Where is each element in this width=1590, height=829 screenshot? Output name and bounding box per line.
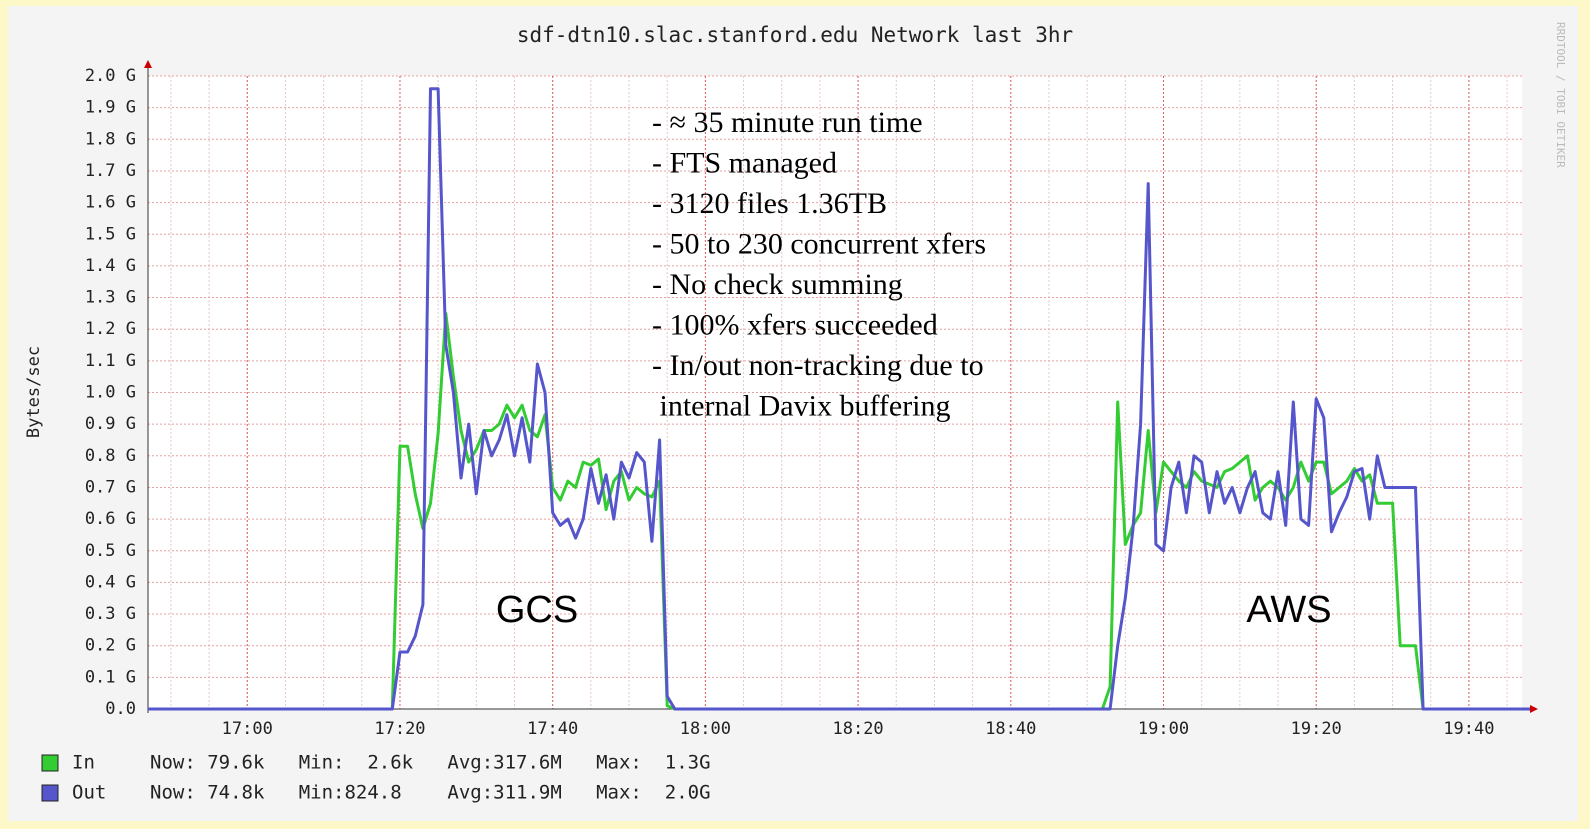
y-tick-label: 1.7 G <box>85 161 136 181</box>
x-tick-label: 17:00 <box>222 719 273 739</box>
annotation: - 100% xfers succeeded <box>652 309 938 342</box>
side-credit: RRDTOOL / TOBI OETIKER <box>1554 22 1567 168</box>
y-tick-label: 0.3 G <box>85 604 136 624</box>
y-tick-label: 1.3 G <box>85 288 136 308</box>
x-tick-label: 18:20 <box>832 719 883 739</box>
x-axis-arrow <box>1530 705 1538 713</box>
y-axis-arrow <box>144 60 152 68</box>
annotation: - 3120 files 1.36TB <box>652 187 887 220</box>
annotation: internal Davix buffering <box>652 390 951 423</box>
y-tick-label: 0.6 G <box>85 509 136 529</box>
x-tick-label: 18:40 <box>985 719 1036 739</box>
legend-swatch <box>41 754 59 772</box>
x-tick-label: 19:20 <box>1291 719 1342 739</box>
y-tick-label: 0.1 G <box>85 667 136 687</box>
x-tick-label: 17:40 <box>527 719 578 739</box>
region-label: GCS <box>496 589 578 631</box>
y-tick-label: 0.8 G <box>85 446 136 466</box>
y-tick-label: 1.6 G <box>85 193 136 213</box>
legend-label: In <box>72 752 95 774</box>
legend-stats: Now: 79.6k Min: 2.6k Avg:317.6M Max: 1.3… <box>150 752 711 774</box>
y-tick-label: 1.1 G <box>85 351 136 371</box>
chart-title: sdf-dtn10.slac.stanford.edu Network last… <box>517 23 1073 47</box>
series-line <box>148 87 1530 711</box>
x-tick-label: 18:00 <box>680 719 731 739</box>
y-tick-label: 0.9 G <box>85 414 136 434</box>
y-tick-label: 0.4 G <box>85 572 136 592</box>
x-tick-label: 19:40 <box>1443 719 1494 739</box>
legend-swatch <box>41 784 59 802</box>
y-tick-label: 1.0 G <box>85 383 136 403</box>
y-tick-label: 1.9 G <box>85 98 136 118</box>
legend-stats: Now: 74.8k Min:824.8 Avg:311.9M Max: 2.0… <box>150 782 711 804</box>
legend-label: Out <box>72 782 106 804</box>
y-tick-label: 0.7 G <box>85 477 136 497</box>
y-tick-label: 1.2 G <box>85 319 136 339</box>
annotation: - ≈ 35 minute run time <box>652 106 923 139</box>
x-tick-label: 17:20 <box>374 719 425 739</box>
region-label: AWS <box>1246 589 1331 631</box>
y-tick-label: 0.5 G <box>85 541 136 561</box>
x-tick-label: 19:00 <box>1138 719 1189 739</box>
y-tick-label: 0.0 <box>105 699 136 719</box>
y-tick-label: 1.4 G <box>85 256 136 276</box>
y-tick-label: 1.5 G <box>85 224 136 244</box>
annotation: - 50 to 230 concurrent xfers <box>652 228 986 261</box>
y-tick-label: 2.0 G <box>85 66 136 86</box>
annotation: - No check summing <box>652 268 903 301</box>
annotation: - In/out non-tracking due to <box>652 349 984 382</box>
y-axis-label: Bytes/sec <box>24 346 44 438</box>
y-tick-label: 1.8 G <box>85 129 136 149</box>
annotation: - FTS managed <box>652 147 837 180</box>
y-tick-label: 0.2 G <box>85 636 136 656</box>
